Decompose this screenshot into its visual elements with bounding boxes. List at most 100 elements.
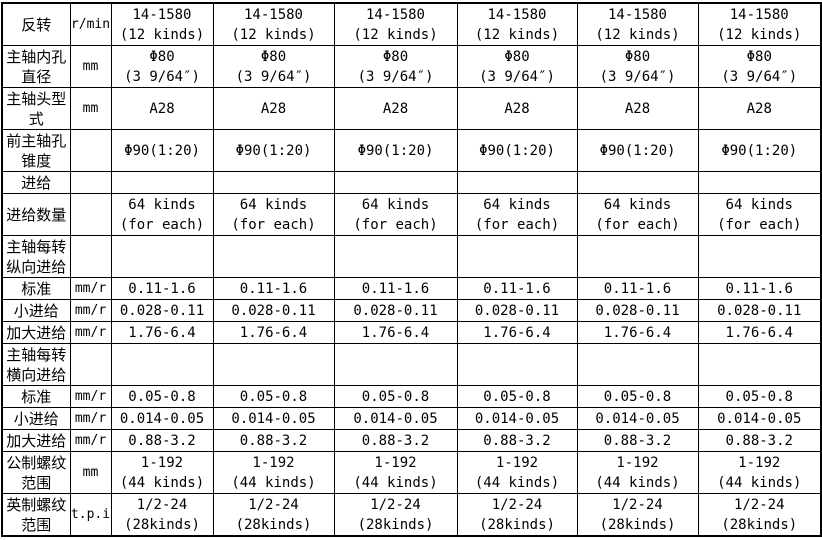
- label-longitudinal-fine-feed: 小进给: [1, 299, 71, 322]
- table-row-front-spindle-taper: 前主轴孔 锥度 Φ90(1:20) Φ90(1:20) Φ90(1:20) Φ9…: [1, 129, 822, 172]
- unit-feed-section: [69, 171, 112, 194]
- cell-cross-standard: 0.05-0.8: [456, 385, 578, 408]
- cell-longitudinal-feed-header: [110, 235, 214, 278]
- table-row-reverse-speed: 反转 r/min 14-1580 (12 kinds) 14-1580 (12 …: [1, 2, 822, 46]
- table-row-cross-fine-feed: 小进给 mm/r 0.014-0.05 0.014-0.05 0.014-0.0…: [1, 407, 822, 430]
- cell-feed-count: 64 kinds (for each): [697, 193, 822, 236]
- cell-spindle-bore-diameter: Φ80 (3 9/64″): [576, 45, 699, 88]
- table-row-spindle-bore-diameter: 主轴内孔 直径 mm Φ80 (3 9/64″) Φ80 (3 9/64″) Φ…: [1, 45, 822, 88]
- cell-spindle-bore-diameter: Φ80 (3 9/64″): [110, 45, 214, 88]
- label-longitudinal-feed-header: 主轴每转 纵向进给: [1, 235, 71, 278]
- label-front-spindle-taper: 前主轴孔 锥度: [1, 129, 71, 172]
- cell-longitudinal-feed-header: [576, 235, 699, 278]
- label-cross-standard: 标准: [1, 385, 71, 408]
- cell-reverse-speed: 14-1580 (12 kinds): [576, 2, 699, 46]
- cell-cross-fine-feed: 0.014-0.05: [333, 407, 458, 430]
- unit-reverse-speed: r/min: [69, 2, 112, 46]
- cell-cross-enlarged-feed: 0.88-3.2: [456, 429, 578, 452]
- cell-feed-count: 64 kinds (for each): [456, 193, 578, 236]
- cell-longitudinal-fine-feed: 0.028-0.11: [110, 299, 214, 322]
- unit-cross-standard: mm/r: [69, 385, 112, 408]
- cell-cross-fine-feed: 0.014-0.05: [456, 407, 578, 430]
- label-longitudinal-standard: 标准: [1, 277, 71, 300]
- cell-metric-thread-range: 1-192 (44 kinds): [456, 451, 578, 494]
- unit-spindle-bore-diameter: mm: [69, 45, 112, 88]
- cell-cross-feed-header: [333, 343, 458, 386]
- cell-spindle-nose-type: A28: [212, 87, 335, 130]
- cell-reverse-speed: 14-1580 (12 kinds): [333, 2, 458, 46]
- cell-longitudinal-fine-feed: 0.028-0.11: [456, 299, 578, 322]
- cell-metric-thread-range: 1-192 (44 kinds): [212, 451, 335, 494]
- label-feed-section: 进给: [1, 171, 71, 194]
- cell-reverse-speed: 14-1580 (12 kinds): [110, 2, 214, 46]
- cell-inch-thread-range: 1/2-24 (28kinds): [456, 493, 578, 537]
- cell-cross-feed-header: [456, 343, 578, 386]
- cell-inch-thread-range: 1/2-24 (28kinds): [212, 493, 335, 537]
- cell-longitudinal-fine-feed: 0.028-0.11: [576, 299, 699, 322]
- cell-spindle-bore-diameter: Φ80 (3 9/64″): [333, 45, 458, 88]
- cell-feed-section: [456, 171, 578, 194]
- label-spindle-nose-type: 主轴头型 式: [1, 87, 71, 130]
- label-feed-count: 进给数量: [1, 193, 71, 236]
- unit-cross-enlarged-feed: mm/r: [69, 429, 112, 452]
- cell-longitudinal-enlarged-feed: 1.76-6.4: [212, 321, 335, 344]
- cell-front-spindle-taper: Φ90(1:20): [212, 129, 335, 172]
- table-row-longitudinal-feed-header: 主轴每转 纵向进给: [1, 235, 822, 278]
- cell-longitudinal-fine-feed: 0.028-0.11: [697, 299, 822, 322]
- cell-feed-section: [212, 171, 335, 194]
- cell-cross-enlarged-feed: 0.88-3.2: [576, 429, 699, 452]
- cell-metric-thread-range: 1-192 (44 kinds): [697, 451, 822, 494]
- table-row-longitudinal-fine-feed: 小进给 mm/r 0.028-0.11 0.028-0.11 0.028-0.1…: [1, 299, 822, 322]
- cell-inch-thread-range: 1/2-24 (28kinds): [576, 493, 699, 537]
- cell-cross-standard: 0.05-0.8: [333, 385, 458, 408]
- cell-front-spindle-taper: Φ90(1:20): [456, 129, 578, 172]
- cell-longitudinal-fine-feed: 0.028-0.11: [212, 299, 335, 322]
- unit-feed-count: [69, 193, 112, 236]
- cell-feed-section: [110, 171, 214, 194]
- cell-spindle-bore-diameter: Φ80 (3 9/64″): [212, 45, 335, 88]
- label-spindle-bore-diameter: 主轴内孔 直径: [1, 45, 71, 88]
- unit-inch-thread-range: t.p.i: [69, 493, 112, 537]
- label-longitudinal-enlarged-feed: 加大进给: [1, 321, 71, 344]
- cell-longitudinal-enlarged-feed: 1.76-6.4: [333, 321, 458, 344]
- cell-cross-standard: 0.05-0.8: [576, 385, 699, 408]
- cell-cross-enlarged-feed: 0.88-3.2: [110, 429, 214, 452]
- cell-cross-fine-feed: 0.014-0.05: [110, 407, 214, 430]
- cell-front-spindle-taper: Φ90(1:20): [576, 129, 699, 172]
- cell-cross-fine-feed: 0.014-0.05: [212, 407, 335, 430]
- table-row-metric-thread-range: 公制螺纹 范围 mm 1-192 (44 kinds) 1-192 (44 ki…: [1, 451, 822, 494]
- cell-feed-count: 64 kinds (for each): [110, 193, 214, 236]
- cell-metric-thread-range: 1-192 (44 kinds): [333, 451, 458, 494]
- table-row-longitudinal-enlarged-feed: 加大进给 mm/r 1.76-6.4 1.76-6.4 1.76-6.4 1.7…: [1, 321, 822, 344]
- table-row-feed-section: 进给: [1, 171, 822, 194]
- label-inch-thread-range: 英制螺纹 范围: [1, 493, 71, 537]
- cell-longitudinal-fine-feed: 0.028-0.11: [333, 299, 458, 322]
- cell-longitudinal-feed-header: [333, 235, 458, 278]
- unit-spindle-nose-type: mm: [69, 87, 112, 130]
- unit-cross-fine-feed: mm/r: [69, 407, 112, 430]
- unit-metric-thread-range: mm: [69, 451, 112, 494]
- cell-spindle-nose-type: A28: [697, 87, 822, 130]
- cell-feed-section: [576, 171, 699, 194]
- label-metric-thread-range: 公制螺纹 范围: [1, 451, 71, 494]
- cell-cross-standard: 0.05-0.8: [110, 385, 214, 408]
- cell-cross-feed-header: [697, 343, 822, 386]
- label-cross-fine-feed: 小进给: [1, 407, 71, 430]
- cell-spindle-nose-type: A28: [576, 87, 699, 130]
- label-reverse-speed: 反转: [1, 2, 71, 46]
- cell-reverse-speed: 14-1580 (12 kinds): [697, 2, 822, 46]
- cell-longitudinal-standard: 0.11-1.6: [456, 277, 578, 300]
- cell-longitudinal-enlarged-feed: 1.76-6.4: [576, 321, 699, 344]
- unit-cross-feed-header: [69, 343, 112, 386]
- cell-cross-enlarged-feed: 0.88-3.2: [697, 429, 822, 452]
- cell-cross-enlarged-feed: 0.88-3.2: [333, 429, 458, 452]
- cell-cross-fine-feed: 0.014-0.05: [576, 407, 699, 430]
- table-row-feed-count: 进给数量 64 kinds (for each) 64 kinds (for e…: [1, 193, 822, 236]
- cell-cross-feed-header: [212, 343, 335, 386]
- cell-longitudinal-feed-header: [697, 235, 822, 278]
- table-row-cross-enlarged-feed: 加大进给 mm/r 0.88-3.2 0.88-3.2 0.88-3.2 0.8…: [1, 429, 822, 452]
- cell-front-spindle-taper: Φ90(1:20): [697, 129, 822, 172]
- cell-feed-count: 64 kinds (for each): [212, 193, 335, 236]
- cell-longitudinal-standard: 0.11-1.6: [697, 277, 822, 300]
